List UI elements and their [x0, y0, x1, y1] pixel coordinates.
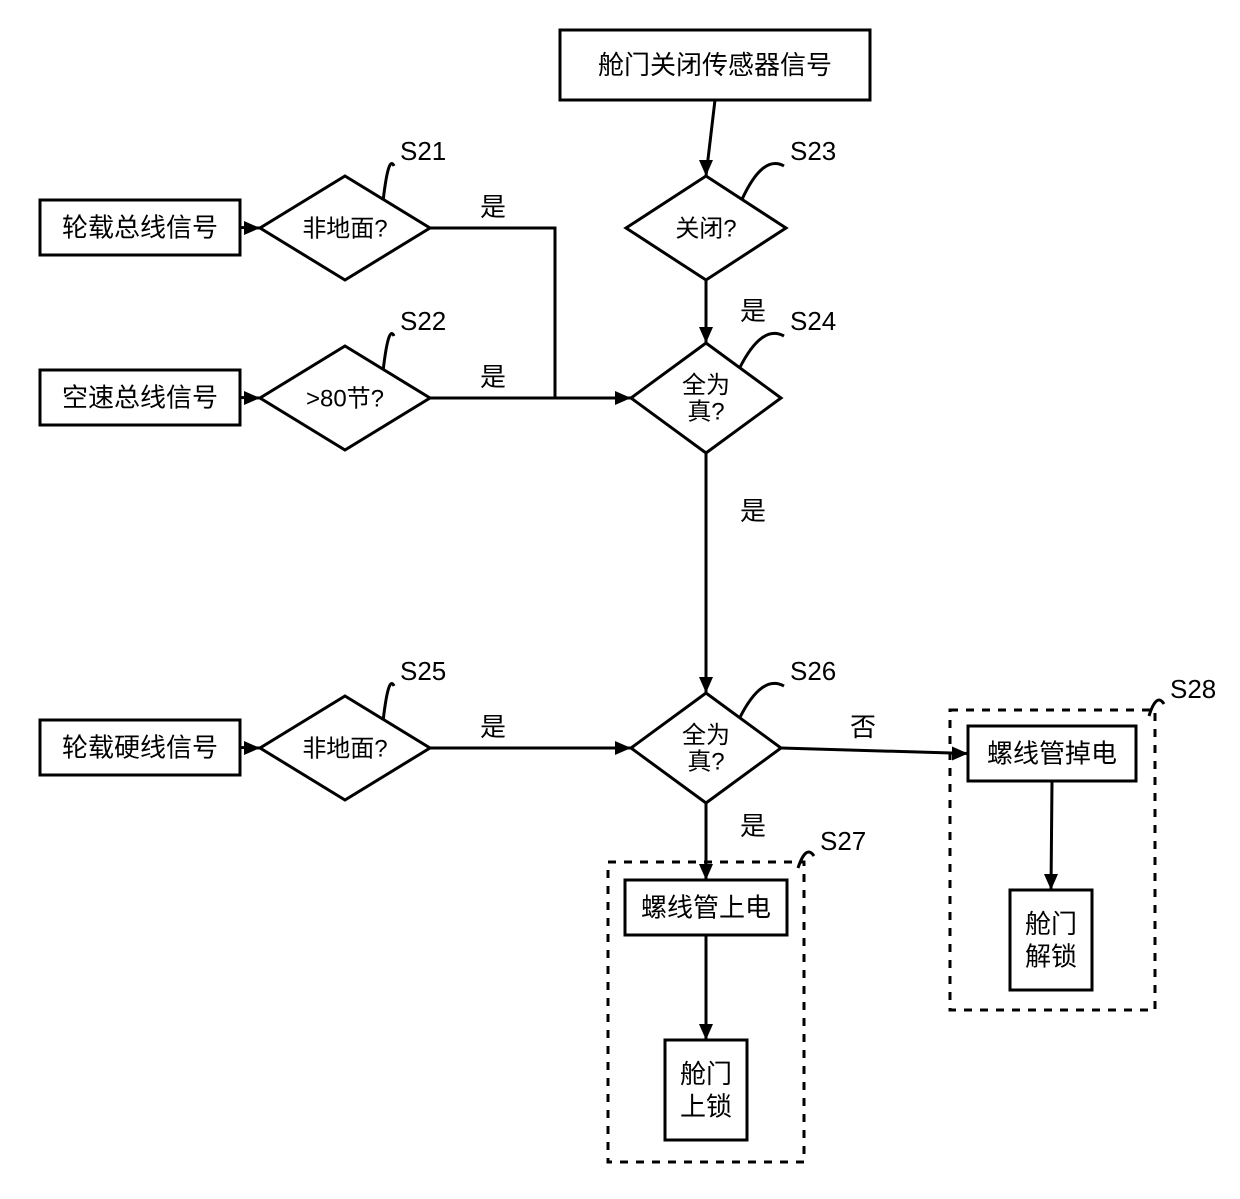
label-s24: 全为	[682, 372, 730, 399]
edge-label: 是	[480, 362, 506, 392]
flowchart-canvas: 是是是是是是否舱门关闭传感器信号轮载总线信号空速总线信号轮载硬线信号非地面?>8…	[0, 0, 1240, 1199]
step-label-s27: S27	[820, 826, 866, 856]
edge-label: 否	[850, 712, 876, 742]
label-in_wow1: 轮载总线信号	[62, 213, 218, 243]
label-s23: 关闭?	[675, 215, 736, 242]
label-s28b: 解锁	[1025, 941, 1077, 971]
edge-label: 是	[480, 712, 506, 742]
label-s27a: 螺线管上电	[641, 893, 771, 923]
label-in_door: 舱门关闭传感器信号	[598, 50, 832, 80]
label-s27b: 舱门	[680, 1059, 732, 1089]
step-label-s21: S21	[400, 136, 446, 166]
leader	[798, 852, 814, 868]
step-label-s23: S23	[790, 136, 836, 166]
leader	[383, 333, 394, 369]
box-s28b	[1010, 890, 1092, 990]
leader	[740, 683, 784, 717]
step-label-s24: S24	[790, 306, 836, 336]
leader	[383, 683, 394, 719]
label-s22: >80节?	[306, 385, 384, 412]
edge	[781, 748, 968, 754]
edge-label: 是	[740, 811, 766, 841]
leader	[740, 333, 784, 367]
label-s27b: 上锁	[680, 1091, 732, 1121]
leader	[383, 163, 394, 199]
edge-label: 是	[740, 296, 766, 326]
label-s28b: 舱门	[1025, 909, 1077, 939]
step-label-s26: S26	[790, 656, 836, 686]
label-s25: 非地面?	[302, 735, 387, 762]
step-label-s25: S25	[400, 656, 446, 686]
label-s21: 非地面?	[302, 215, 387, 242]
edge	[1051, 781, 1052, 890]
label-s28a: 螺线管掉电	[987, 739, 1117, 769]
label-in_spd: 空速总线信号	[62, 383, 218, 413]
label-s26: 真?	[687, 749, 724, 776]
step-label-s22: S22	[400, 306, 446, 336]
edge-label: 是	[480, 192, 506, 222]
label-s24: 真?	[687, 399, 724, 426]
step-label-s28: S28	[1170, 674, 1216, 704]
label-s26: 全为	[682, 722, 730, 749]
leader	[742, 163, 784, 199]
edge-label: 是	[740, 496, 766, 526]
label-in_wow2: 轮载硬线信号	[62, 733, 218, 763]
box-s27b	[665, 1040, 747, 1140]
